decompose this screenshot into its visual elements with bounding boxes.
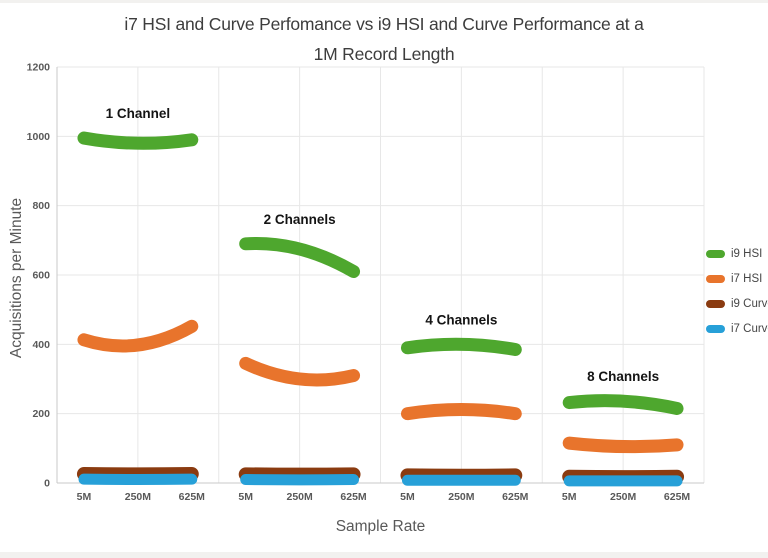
group-label: 8 Channels	[587, 369, 659, 384]
x-tick-label: 625M	[664, 491, 691, 503]
x-tick-label: 5M	[238, 491, 253, 503]
legend-swatch	[706, 325, 725, 333]
legend-label: i9 Curve	[731, 298, 768, 310]
x-tick-label: 250M	[125, 491, 152, 503]
window-bottom-edge	[0, 552, 768, 558]
y-tick-label: 200	[32, 408, 50, 420]
x-tick-label: 625M	[179, 491, 206, 503]
legend: i9 HSI i7 HSI i9 Curve i7 Curve	[706, 248, 768, 348]
chart-title-line2: 1M Record Length	[313, 44, 455, 64]
series-line-i9-hsi	[400, 337, 522, 357]
legend-swatch	[706, 275, 725, 283]
x-tick-label: 250M	[610, 491, 637, 503]
window-top-edge	[0, 0, 768, 3]
chart-title-line1: i7 HSI and Curve Perfomance vs i9 HSI an…	[124, 14, 644, 34]
legend-swatch	[706, 300, 725, 308]
x-tick-label: 625M	[502, 491, 529, 503]
legend-item-i7-hsi: i7 HSI	[706, 273, 768, 285]
x-tick-label: 5M	[400, 491, 415, 503]
x-tick-label: 5M	[77, 491, 92, 503]
series-line-i7-hsi	[239, 356, 361, 387]
series-line-i7-hsi	[562, 436, 684, 454]
legend-swatch	[706, 250, 725, 258]
x-axis-title: Sample Rate	[335, 518, 426, 535]
group-label: 2 Channels	[264, 212, 336, 227]
y-tick-label: 400	[32, 339, 50, 351]
x-tick-label: 625M	[340, 491, 367, 503]
series-line-i9-hsi	[77, 131, 199, 150]
group-label: 1 Channel	[106, 106, 171, 121]
x-tick-label: 250M	[286, 491, 313, 503]
series-line-i7-hsi	[77, 319, 199, 353]
y-tick-label: 1200	[27, 62, 51, 74]
x-tick-label: 250M	[448, 491, 475, 503]
series-line-i7-hsi	[400, 403, 522, 421]
series-line-i9-hsi	[239, 236, 361, 279]
legend-label: i9 HSI	[731, 248, 763, 260]
y-tick-label: 1000	[27, 131, 51, 143]
legend-item-i7-curve: i7 Curve	[706, 323, 768, 335]
y-tick-label: 0	[44, 478, 50, 490]
series-line-i9-hsi	[562, 394, 684, 415]
legend-label: i7 HSI	[731, 273, 763, 285]
legend-item-i9-hsi: i9 HSI	[706, 248, 768, 260]
y-tick-label: 600	[32, 270, 50, 282]
y-tick-label: 800	[32, 200, 50, 212]
legend-item-i9-curve: i9 Curve	[706, 298, 768, 310]
chart-title: i7 HSI and Curve Perfomance vs i9 HSI an…	[0, 9, 768, 69]
x-tick-label: 5M	[562, 491, 577, 503]
group-label: 4 Channels	[425, 312, 497, 327]
legend-label: i7 Curve	[731, 323, 768, 335]
